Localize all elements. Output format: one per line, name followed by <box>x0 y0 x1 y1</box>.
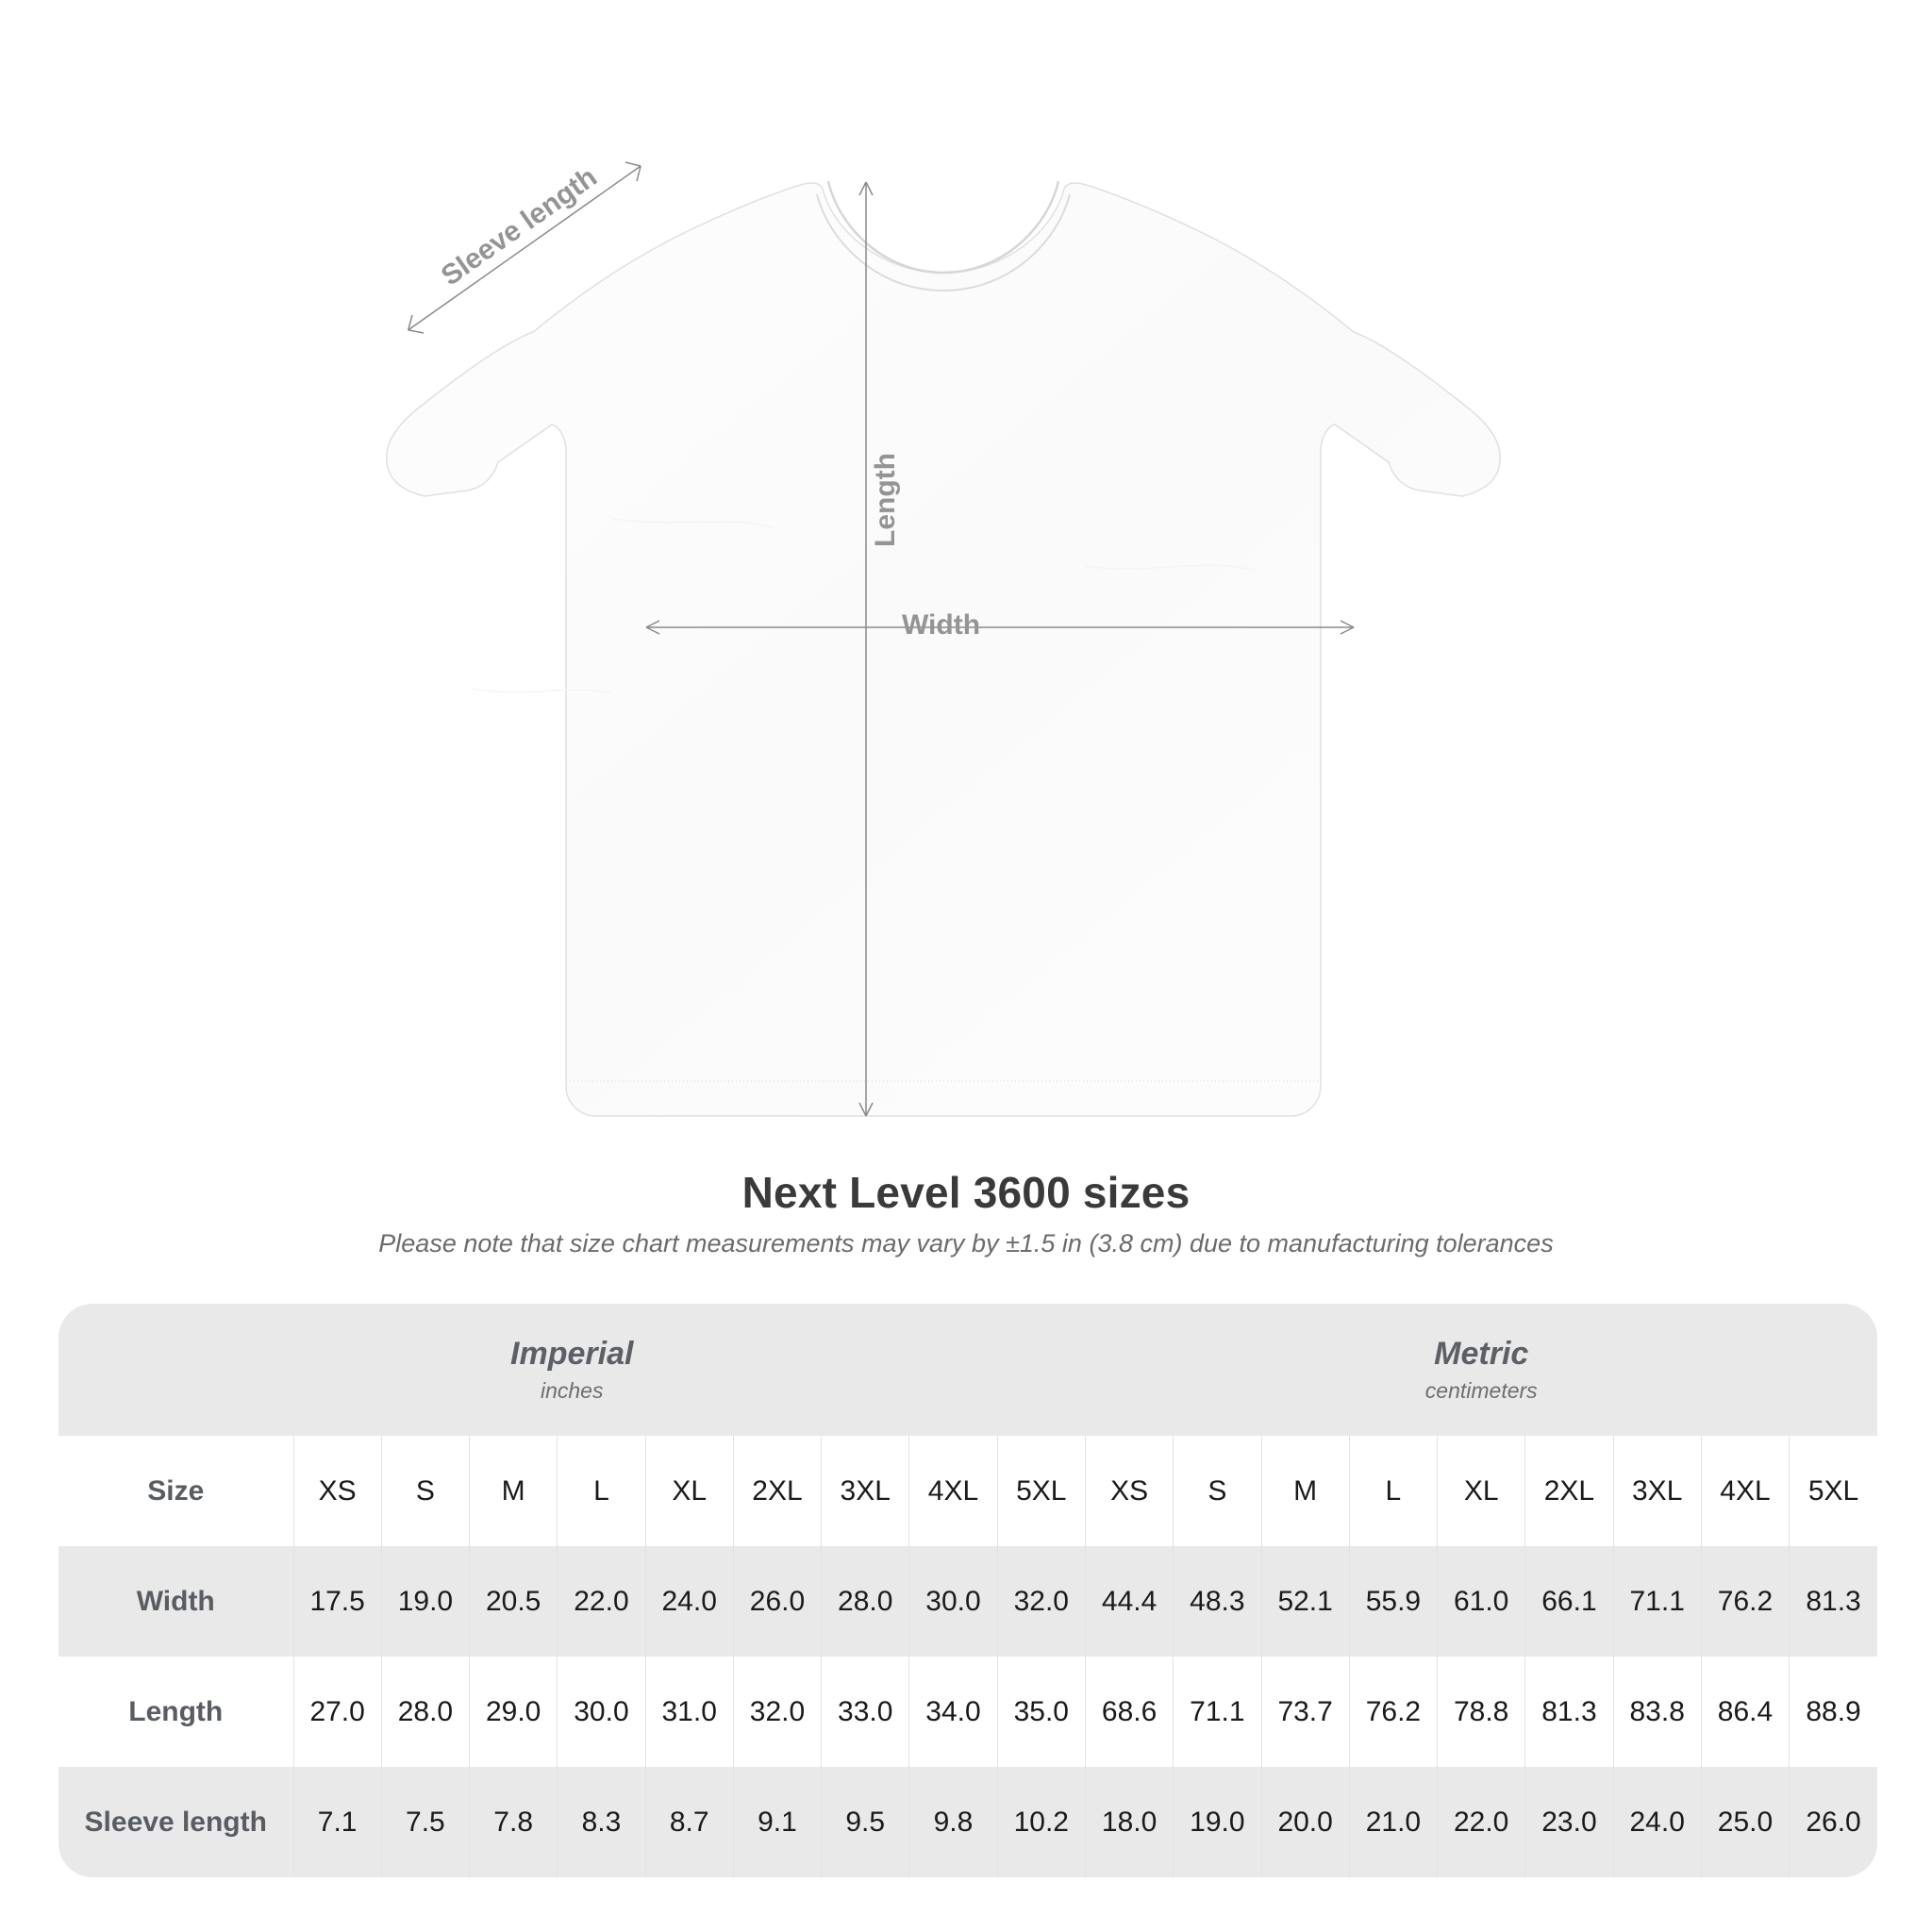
svg-text:Width: Width <box>902 609 980 641</box>
svg-text:Sleeve length: Sleeve length <box>436 161 603 291</box>
svg-text:Length: Length <box>870 453 901 547</box>
